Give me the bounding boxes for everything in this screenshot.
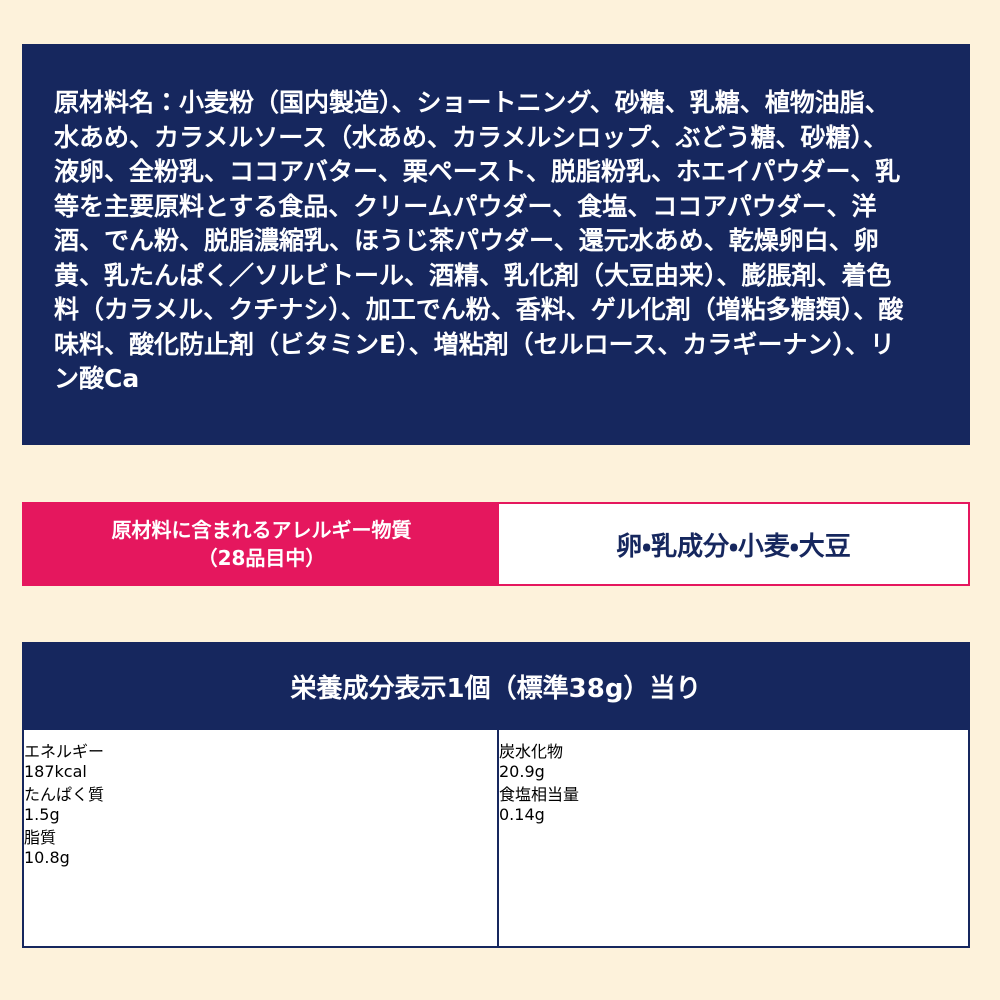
ingredient-line: 液卵、全粉乳、ココアバター、栗ペースト、脱脂粉乳、ホエイパウダー、乳 (54, 157, 901, 186)
nutrient-value: 20.9g (499, 762, 545, 781)
nutrient-value: 0.14g (499, 805, 545, 824)
ingredient-line: 黄、乳たんぱく／ソルビトール、酒精、乳化剤（大豆由来）、膨脹剤、着色 (54, 260, 892, 290)
ingredient-line: 水あめ、カラメルソース（水あめ、カラメルシロップ、ぶどう糖、砂糖）、 (54, 122, 889, 152)
ingredient-line: 酒、でん粉、脱脂濃縮乳、ほうじ茶パウダー、還元水あめ、乾燥卵白、卵 (54, 226, 879, 255)
nutrient-name: エネルギー (24, 742, 105, 761)
nutrient-name: 食塩相当量 (499, 785, 580, 804)
nutrient-value: 1.5g (24, 805, 60, 824)
text: （28品目中） (197, 546, 326, 570)
nutrition-table: エネルギー 187kcal たんぱく質 1.5g 脂質 10.8g 炭水化物 20.9g 食塩… (22, 730, 970, 948)
column: エネルギー 187kcal たんぱく質 1.5g 脂質 10.8g (24, 730, 498, 867)
nutrition-row: 脂質 10.8g (24, 824, 498, 867)
nutrient-name: 炭水化物 (499, 742, 564, 761)
divider (497, 730, 499, 946)
ingredients-box: 原材料名：小麦粉（国内製造）、ショートニング、砂糖、乳糖、植物油脂、 水あめ、カラ… (22, 44, 970, 445)
column: 炭水化物 20.9g 食塩相当量 0.14g (499, 730, 973, 824)
nutrient-value: 10.8g (24, 848, 70, 867)
ingredient-line: ン酸Ca (54, 364, 140, 393)
ingredient-line: 料（カラメル、クチナシ）、加工でん粉、香料、ゲル化剤（増粘多糖類）、酸 (54, 295, 904, 324)
ingredient-line: 等を主要原料とする食品、クリームパウダー、食塩、ココアパウダー、洋 (54, 191, 877, 221)
ingredient-line: 味料、酸化防止剤（ビタミンE）、増粘剤（セルロース、カラギーナン）、リ (54, 329, 895, 359)
nutrition-row: 食塩相当量 0.14g (499, 781, 973, 824)
allergen-value: 卵・乳成分・小麦・大豆 (616, 531, 851, 562)
nutrient-name: たんぱく質 (24, 785, 105, 804)
ingredient-line: 原材料名：小麦粉（国内製造）、ショートニング、砂糖、乳糖、植物油脂、 (54, 88, 890, 117)
allergen-box: 原材料に含まれるアレルギー物質 （28品目中） 卵・乳成分・小麦・大豆 (22, 502, 970, 586)
nutrient-name: 脂質 (24, 828, 57, 847)
nutrition-row: たんぱく質 1.5g (24, 781, 498, 824)
nutrition-row: 炭水化物 20.9g (499, 738, 973, 781)
nutrition-row: エネルギー 187kcal (24, 738, 498, 781)
text: 原材料に含まれるアレルギー物質 (111, 518, 412, 542)
nutrition-title: 栄養成分表示1個（標準38g）当り (22, 642, 970, 730)
nutrient-value: 187kcal (24, 762, 87, 781)
allergen-label: 原材料に含まれるアレルギー物質 （28品目中） (24, 504, 499, 584)
